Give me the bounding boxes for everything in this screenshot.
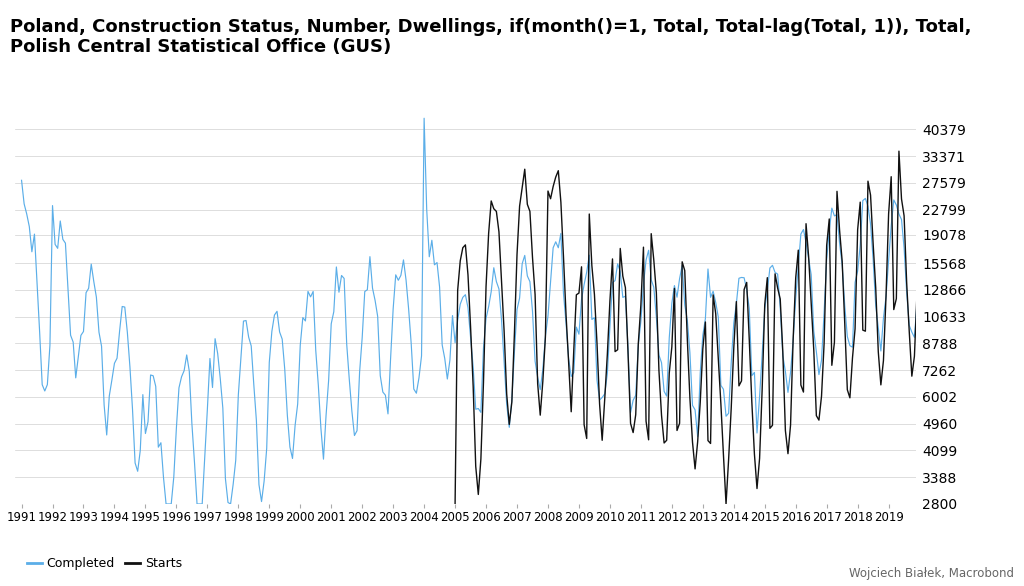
Text: Poland, Construction Status, Number, Dwellings, if(month()=1, Total, Total-lag(T: Poland, Construction Status, Number, Dwe… bbox=[10, 18, 972, 56]
Legend: Completed, Starts: Completed, Starts bbox=[22, 552, 187, 575]
Line: Completed: Completed bbox=[22, 118, 918, 504]
Completed bbox=[15, 177, 28, 184]
Starts bbox=[503, 421, 515, 428]
Completed bbox=[911, 300, 924, 307]
Completed bbox=[501, 401, 513, 408]
Starts bbox=[859, 328, 871, 335]
Starts bbox=[893, 148, 905, 155]
Text: Wojciech Białek, Macrobond: Wojciech Białek, Macrobond bbox=[849, 567, 1014, 580]
Completed bbox=[443, 356, 456, 363]
Completed bbox=[625, 409, 637, 416]
Starts bbox=[449, 500, 461, 507]
Starts bbox=[911, 289, 924, 297]
Completed bbox=[299, 318, 311, 325]
Completed bbox=[341, 340, 353, 347]
Starts bbox=[625, 420, 637, 427]
Starts bbox=[457, 244, 469, 251]
Starts bbox=[545, 195, 557, 202]
Completed bbox=[160, 500, 172, 507]
Completed bbox=[260, 445, 272, 452]
Starts bbox=[898, 212, 910, 219]
Line: Starts: Starts bbox=[455, 151, 918, 504]
Completed bbox=[418, 115, 430, 122]
